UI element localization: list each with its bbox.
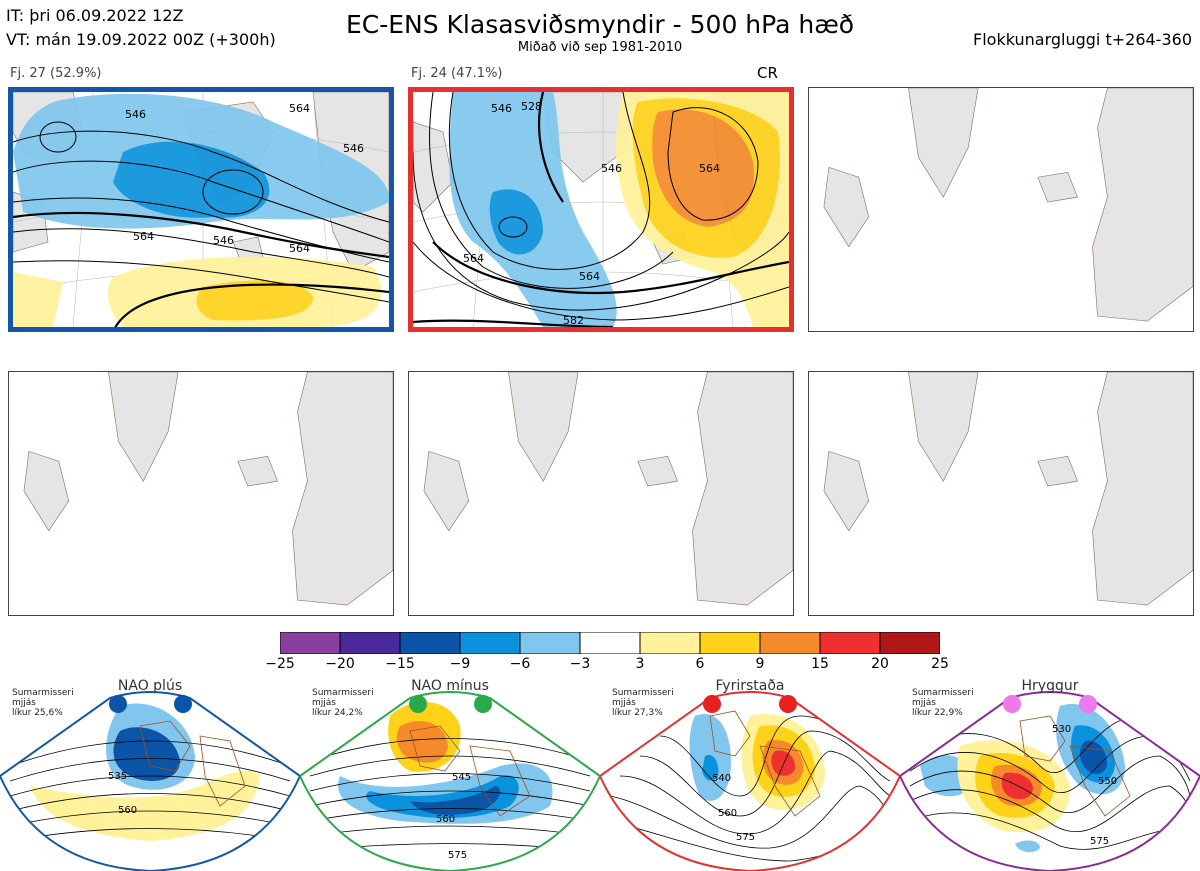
- colorbar-swatch: [699, 632, 761, 654]
- contour-label: 560: [718, 808, 737, 819]
- colorbar-tick: −20: [325, 656, 355, 672]
- colorbar-tick: −9: [449, 656, 471, 672]
- colorbar-swatch: [339, 632, 401, 654]
- colorbar-tick: 6: [695, 656, 705, 672]
- contour-label: 582: [563, 314, 584, 327]
- contour-label: 564: [699, 162, 720, 175]
- contour-label: 540: [712, 773, 731, 784]
- cluster-2-tag: CR: [757, 64, 778, 82]
- anomaly-colorbar: [280, 632, 940, 654]
- init-time: IT: þri 06.09.2022 12Z: [6, 6, 184, 25]
- regime-info: Sumarmisseri mjjás líkur 27,3%: [612, 688, 674, 718]
- regime-info: Sumarmisseri mjjás líkur 24,2%: [312, 688, 374, 718]
- cluster-2-label: Fj. 24 (47.1%): [411, 66, 503, 81]
- contour-label: 564: [579, 270, 600, 283]
- page-title: EC-ENS Klasasviðsmyndir - 500 hPa hæð: [345, 10, 855, 39]
- classification-window: Flokkunargluggi t+264-360: [973, 30, 1192, 49]
- regime-title: Hryggur: [1021, 678, 1079, 694]
- contour-label: 528: [521, 100, 542, 113]
- colorbar-swatch: [759, 632, 821, 654]
- colorbar-tick: 15: [811, 656, 829, 672]
- contour-label: 564: [289, 242, 310, 255]
- climate-reference: Miðað við sep 1981-2010: [517, 40, 683, 55]
- regime-info: Sumarmisseri mjjás líkur 22,9%: [912, 688, 974, 718]
- colorbar-swatch: [639, 632, 701, 654]
- colorbar-swatch: [399, 632, 461, 654]
- contour-label: 535: [108, 771, 127, 782]
- colorbar-tick: −25: [265, 656, 295, 672]
- colorbar-swatch: [579, 632, 641, 654]
- colorbar-tick: −6: [509, 656, 531, 672]
- colorbar-tick: 20: [871, 656, 889, 672]
- regime-info: Sumarmisseri mjjás líkur 25,6%: [12, 688, 74, 718]
- regime-ridge[interactable]: 530 550 575 Hryggur Sumarmisseri mjjás lík…: [900, 676, 1200, 871]
- contour-label: 550: [1098, 776, 1117, 787]
- colorbar-swatch: [819, 632, 881, 654]
- contour-label: 564: [289, 102, 310, 115]
- regime-nao-plus[interactable]: 535 560 NAO plús Sumarmisseri mjjás líkur …: [0, 676, 300, 871]
- regime-title: Fyrirstaða: [715, 678, 785, 694]
- regime-title: NAO mínus: [411, 678, 489, 694]
- colorbar-swatch: [519, 632, 581, 654]
- contour-label: 575: [736, 832, 755, 843]
- contour-label: 546: [601, 162, 622, 175]
- empty-cluster-map: [408, 371, 794, 616]
- contour-label: 546: [491, 102, 512, 115]
- contour-label: 546: [125, 108, 146, 121]
- contour-label: 545: [452, 772, 471, 783]
- contour-label: 560: [118, 805, 137, 816]
- contour-label: 530: [1052, 724, 1071, 735]
- cluster-1-label: Fj. 27 (52.9%): [10, 66, 102, 81]
- contour-label: 546: [343, 142, 364, 155]
- colorbar-swatch: [459, 632, 521, 654]
- regime-nao-minus[interactable]: 545 560 575 NAO mínus Sumarmisseri mjjás l…: [300, 676, 600, 871]
- colorbar-swatch: [280, 632, 341, 654]
- colorbar-tick: −3: [569, 656, 591, 672]
- contour-label: 560: [436, 814, 455, 825]
- colorbar-swatch: [879, 632, 940, 654]
- contour-label: 564: [463, 252, 484, 265]
- cluster-1-map[interactable]: 546 546 546 564 564 564: [8, 87, 394, 332]
- colorbar-tick: 25: [931, 656, 949, 672]
- cluster-2-map[interactable]: 546 528 546 564 564 564 582: [408, 87, 794, 332]
- contour-label: 575: [448, 850, 467, 861]
- contour-label: 564: [133, 230, 154, 243]
- empty-cluster-map: [8, 371, 394, 616]
- regime-title: NAO plús: [117, 678, 183, 694]
- valid-time: VT: mán 19.09.2022 00Z (+300h): [6, 30, 276, 49]
- regime-blocking[interactable]: 540 560 575 Fyrirstaða Sumarmisseri mjjás…: [600, 676, 900, 871]
- colorbar-tick: −15: [385, 656, 415, 672]
- contour-label: 575: [1090, 836, 1109, 847]
- contour-label: 546: [213, 234, 234, 247]
- empty-cluster-map: [808, 371, 1194, 616]
- colorbar-tick: 9: [755, 656, 765, 672]
- empty-cluster-map: [808, 87, 1194, 332]
- colorbar-tick: 3: [635, 656, 645, 672]
